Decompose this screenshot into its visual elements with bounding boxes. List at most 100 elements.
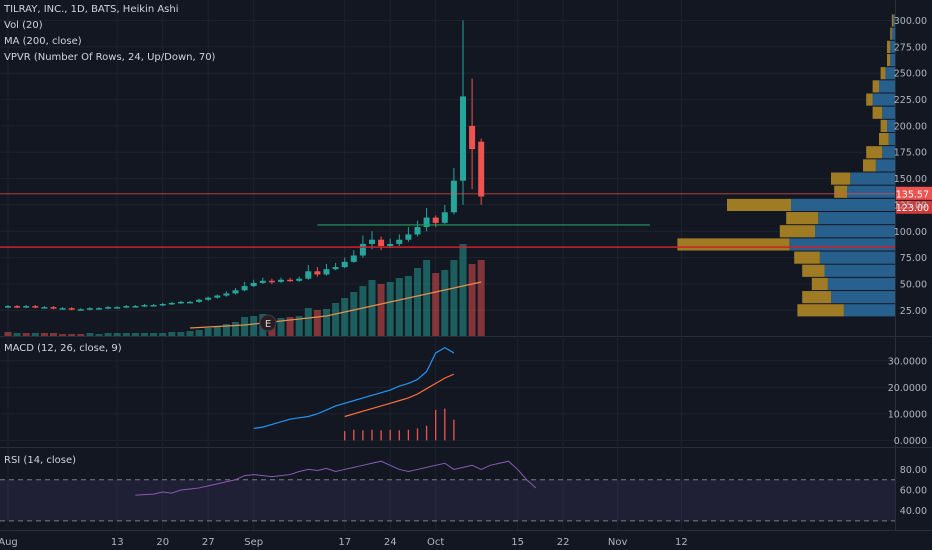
ma-line-path bbox=[189, 281, 482, 329]
prev-price-badge bbox=[896, 200, 932, 214]
volume-bar bbox=[313, 310, 321, 336]
candle-body bbox=[150, 305, 157, 307]
candle-body bbox=[305, 271, 312, 279]
volume-bar bbox=[213, 326, 221, 336]
macd-label[interactable]: MACD (12, 26, close, 9) bbox=[4, 343, 122, 354]
vpvr-row-up bbox=[890, 53, 895, 67]
legend-title[interactable]: TILRAY, INC., 1D, BATS, Heikin Ashi bbox=[4, 4, 179, 15]
vpvr-row-up bbox=[879, 80, 895, 93]
candle-body bbox=[432, 217, 439, 223]
volume-bar bbox=[350, 292, 358, 336]
candle-body bbox=[250, 282, 257, 287]
candle-body bbox=[441, 212, 448, 223]
vpvr-row-up bbox=[893, 14, 895, 27]
vpvr-row-up bbox=[831, 291, 895, 304]
candle-body bbox=[168, 302, 175, 305]
macd-pane bbox=[253, 346, 455, 441]
candle-body bbox=[460, 96, 466, 181]
candle-body bbox=[478, 141, 485, 197]
candle-body bbox=[314, 271, 321, 275]
vpvr-row-down bbox=[834, 185, 847, 198]
candle-body bbox=[86, 308, 93, 310]
price-tick-label: 175.00 bbox=[894, 148, 927, 159]
candle-body bbox=[359, 243, 366, 256]
vpvr-row-up bbox=[827, 277, 895, 291]
legend-ma[interactable]: MA (200, close) bbox=[4, 36, 82, 47]
price-tick-label: 100.00 bbox=[894, 227, 927, 238]
candle-body bbox=[232, 290, 239, 294]
volume-bar bbox=[141, 333, 148, 336]
candle-body bbox=[387, 243, 394, 247]
candle-body bbox=[105, 307, 112, 309]
vpvr-row-down bbox=[866, 93, 873, 106]
candle-body bbox=[241, 286, 248, 291]
legend: TILRAY, INC., 1D, BATS, Heikin Ashi Vol … bbox=[4, 2, 215, 66]
macd-tick-label: 10.0000 bbox=[888, 409, 927, 420]
vpvr-row-up bbox=[875, 159, 895, 172]
vpvr-row-down bbox=[891, 14, 894, 27]
candle-body bbox=[50, 307, 57, 309]
volume-bar bbox=[241, 317, 249, 336]
earnings-marker[interactable]: E bbox=[259, 314, 277, 332]
vpvr-row-down bbox=[872, 80, 879, 93]
candle-body bbox=[341, 261, 348, 268]
earnings-marker-circle[interactable] bbox=[259, 314, 277, 332]
volume-bar bbox=[304, 308, 312, 336]
volume-bar bbox=[432, 273, 440, 336]
candle-body bbox=[369, 239, 375, 244]
volume-bar bbox=[195, 330, 203, 336]
price-tick-label: 225.00 bbox=[894, 95, 927, 106]
candle-body bbox=[14, 306, 21, 308]
volume-bar bbox=[122, 333, 130, 336]
volume-bar bbox=[186, 331, 194, 336]
candle-body bbox=[268, 280, 275, 283]
vpvr-row-down bbox=[727, 198, 791, 212]
earnings-marker-label[interactable]: E bbox=[265, 319, 271, 330]
volume-bar bbox=[341, 298, 349, 336]
volume-bar bbox=[377, 284, 385, 336]
volume-bar bbox=[50, 333, 57, 336]
candle-body bbox=[287, 279, 294, 282]
x-tick-label: Oct bbox=[427, 537, 444, 548]
x-tick-label: Nov bbox=[608, 537, 628, 548]
volume-bar bbox=[323, 309, 330, 336]
volume-bar bbox=[4, 332, 12, 336]
volume-bar bbox=[232, 322, 239, 336]
vpvr-row-up bbox=[891, 27, 895, 40]
volume-bar bbox=[177, 332, 185, 336]
x-tick-label: 24 bbox=[384, 537, 397, 548]
volume-bar bbox=[359, 286, 367, 336]
horizontal-lines[interactable]: 135.57 123.00 bbox=[0, 186, 932, 248]
x-tick-label: 27 bbox=[202, 537, 215, 548]
vpvr-histogram bbox=[677, 14, 895, 317]
vpvr-row-down bbox=[831, 172, 851, 185]
volume-bar bbox=[77, 334, 85, 336]
volume-bar bbox=[86, 333, 94, 336]
candle-body bbox=[450, 180, 457, 213]
vpvr-row-up bbox=[791, 198, 895, 212]
x-tick-label: 15 bbox=[511, 537, 524, 548]
candle-body bbox=[205, 297, 212, 300]
macd-tick-label: 0.0000 bbox=[894, 436, 927, 447]
candle-body bbox=[396, 239, 403, 244]
vpvr-row-up bbox=[819, 251, 895, 264]
legend-vpvr[interactable]: VPVR (Number Of Rows, 24, Up/Down, 70) bbox=[4, 52, 216, 63]
volume-bar bbox=[286, 317, 294, 336]
candle-body bbox=[332, 267, 339, 270]
volume-bar bbox=[59, 334, 67, 336]
candle-body bbox=[177, 301, 184, 304]
vpvr-row-up bbox=[887, 119, 895, 132]
legend-vol[interactable]: Vol (20) bbox=[4, 20, 43, 31]
candle-body bbox=[196, 299, 203, 302]
x-tick-label: Sep bbox=[244, 537, 263, 548]
candle-body bbox=[187, 301, 193, 304]
x-tick-label: 17 bbox=[338, 537, 351, 548]
vpvr-row-up bbox=[843, 304, 895, 317]
volume-bar bbox=[295, 316, 303, 336]
rsi-line bbox=[135, 460, 537, 496]
volume-bar bbox=[204, 328, 212, 336]
vpvr-row-up bbox=[882, 146, 895, 159]
rsi-label[interactable]: RSI (14, close) bbox=[4, 455, 77, 466]
x-tick-label: Aug bbox=[0, 537, 18, 548]
